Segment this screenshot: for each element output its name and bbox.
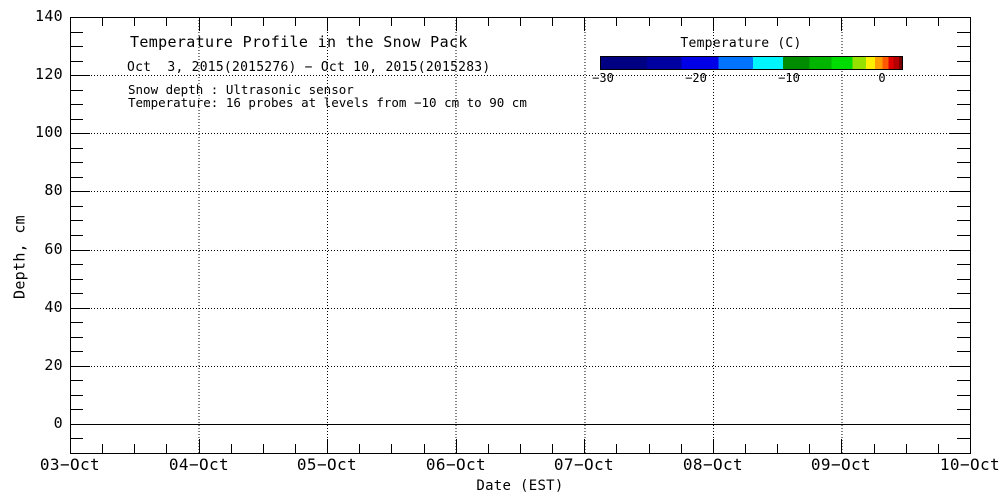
x-axis-title: Date (EST) [476, 478, 564, 494]
colorbar-title: Temperature (C) [680, 36, 802, 51]
colorbar-tick-label-−30: −30 [592, 71, 614, 85]
y-tick-label-0: 0 [53, 414, 63, 432]
chart-subtitle-date-range: Oct 3, 2015(2015276) − Oct 10, 2015(2015… [127, 60, 491, 75]
chart-title: Temperature Profile in the Snow Pack [130, 33, 468, 51]
x-tick-label-08−Oct: 08−Oct [682, 455, 744, 474]
colorbar-tick-label-−10: −10 [778, 71, 800, 85]
y-tick-label-120: 120 [35, 65, 63, 83]
note-temperature-probes: Temperature: 16 probes at levels from −1… [128, 95, 527, 110]
y-tick-label-80: 80 [44, 181, 63, 199]
x-tick-label-06−Oct: 06−Oct [425, 455, 487, 474]
temperature-colorbar [600, 56, 903, 70]
x-tick-label-05−Oct: 05−Oct [296, 455, 358, 474]
y-tick-label-60: 60 [44, 240, 63, 258]
y-tick-label-20: 20 [44, 356, 63, 374]
x-tick-label-04−Oct: 04−Oct [168, 455, 230, 474]
x-tick-label-07−Oct: 07−Oct [553, 455, 615, 474]
note-snow-depth-sensor: Snow depth : Ultrasonic sensor [128, 82, 354, 97]
y-tick-label-100: 100 [35, 123, 63, 141]
colorbar-tick-label-−20: −20 [685, 71, 707, 85]
x-tick-label-10−Oct: 10−Oct [939, 455, 1000, 474]
y-axis-title: Depth, cm [10, 215, 29, 299]
colorbar-tick-label-0: 0 [878, 71, 886, 85]
y-tick-label-40: 40 [44, 298, 63, 316]
y-tick-label-140: 140 [35, 7, 63, 25]
x-tick-label-03−Oct: 03−Oct [39, 455, 101, 474]
x-tick-label-09−Oct: 09−Oct [810, 455, 872, 474]
